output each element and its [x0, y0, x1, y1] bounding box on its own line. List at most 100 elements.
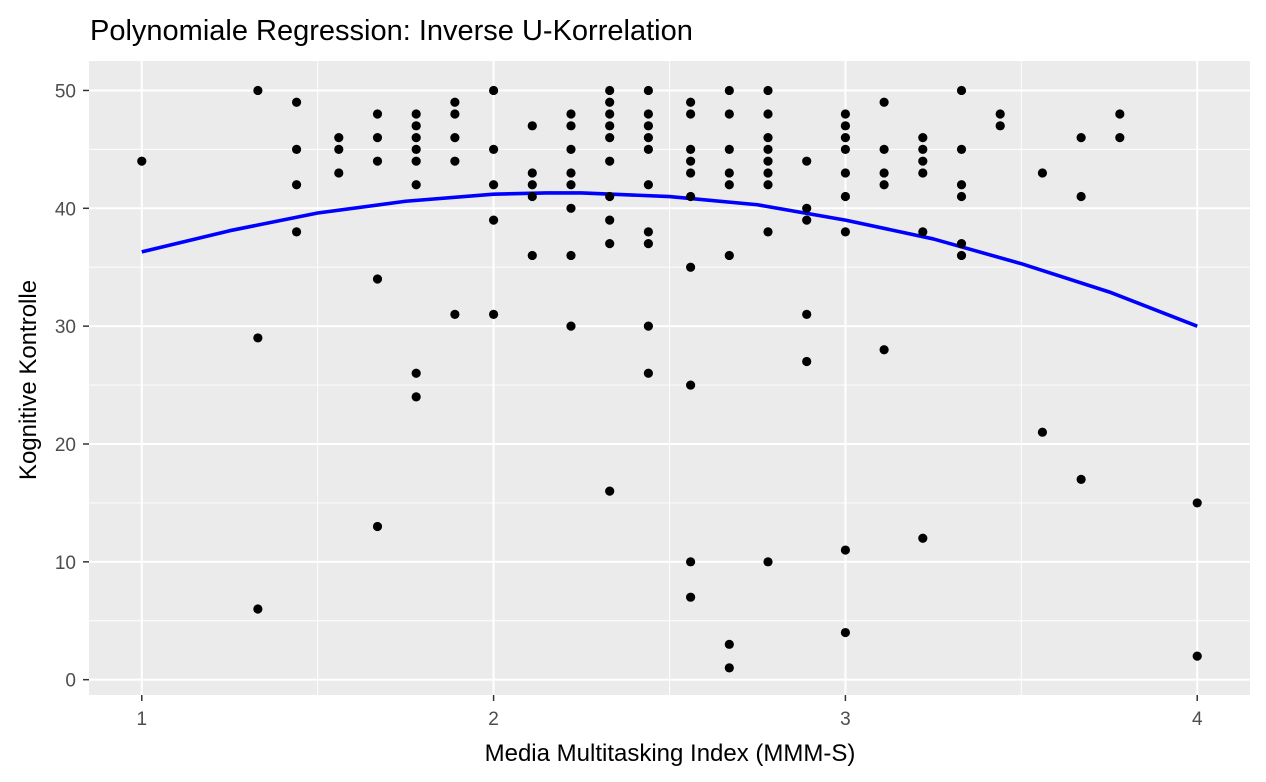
data-point — [763, 156, 773, 166]
data-point — [253, 333, 263, 343]
data-point — [724, 639, 734, 649]
data-point — [488, 144, 499, 154]
x-axis: 1 2 3 4 — [136, 695, 1203, 730]
data-point — [411, 156, 421, 166]
y-axis-title: Kognitive Kontrolle — [15, 280, 42, 480]
data-point — [686, 380, 696, 390]
data-point — [840, 545, 851, 555]
data-point — [643, 144, 653, 154]
fit-line-layer — [141, 191, 1198, 328]
data-point — [724, 168, 734, 178]
y-tick-label: 30 — [55, 317, 76, 338]
x-tick-label: 4 — [1192, 709, 1203, 730]
data-point — [488, 85, 499, 96]
data-point — [1076, 191, 1086, 202]
data-point — [802, 203, 812, 213]
data-point — [527, 250, 537, 261]
data-point — [1076, 132, 1086, 143]
data-point — [643, 239, 653, 249]
data-point — [488, 180, 499, 190]
data-point — [724, 85, 734, 96]
data-point — [918, 144, 928, 154]
data-point — [643, 109, 653, 119]
data-point — [566, 203, 576, 213]
data-point — [566, 121, 576, 131]
data-point — [763, 132, 773, 143]
data-point — [411, 121, 421, 131]
data-point — [488, 309, 499, 319]
data-point — [566, 250, 576, 261]
data-point — [411, 144, 421, 154]
regression-fit-line — [141, 191, 1198, 328]
major-gridlines — [89, 61, 1250, 695]
data-point — [879, 345, 889, 355]
data-point — [724, 250, 734, 261]
data-point — [918, 227, 928, 237]
data-point — [686, 168, 696, 178]
data-point — [411, 109, 421, 119]
data-point — [643, 180, 653, 190]
data-point — [137, 156, 147, 166]
data-point — [291, 144, 302, 154]
data-point — [566, 168, 576, 178]
data-point — [686, 262, 696, 272]
y-tick-label: 20 — [55, 435, 76, 456]
data-point — [802, 309, 812, 319]
data-point — [253, 604, 263, 614]
data-point — [566, 321, 576, 331]
data-point — [802, 156, 812, 166]
data-point — [253, 85, 263, 96]
points-layer — [137, 85, 1202, 673]
data-point — [527, 180, 537, 190]
y-axis: 0 10 20 30 40 50 — [55, 81, 89, 692]
data-point — [605, 132, 615, 143]
data-point — [840, 132, 851, 143]
data-point — [1037, 427, 1048, 437]
data-point — [566, 180, 576, 190]
x-tick-label: 2 — [488, 709, 499, 730]
data-point — [450, 309, 460, 319]
data-point — [334, 132, 344, 143]
y-tick-label: 50 — [55, 81, 76, 102]
data-point — [291, 180, 302, 190]
data-point — [840, 121, 851, 131]
data-point — [291, 97, 302, 107]
data-point — [918, 132, 928, 143]
data-point — [643, 121, 653, 131]
y-tick-label: 10 — [55, 553, 76, 574]
data-point — [1076, 474, 1086, 484]
data-point — [411, 392, 421, 402]
data-point — [686, 97, 696, 107]
data-point — [605, 85, 615, 96]
data-point — [334, 168, 344, 178]
data-point — [643, 227, 653, 237]
data-point — [1037, 168, 1048, 178]
data-point — [643, 132, 653, 143]
data-point — [605, 486, 615, 496]
data-point — [1192, 651, 1202, 661]
data-point — [527, 191, 537, 202]
data-point — [566, 109, 576, 119]
data-point — [686, 156, 696, 166]
data-point — [763, 180, 773, 190]
data-point — [918, 168, 928, 178]
data-point — [840, 627, 851, 638]
data-point — [763, 168, 773, 178]
data-point — [918, 533, 928, 543]
data-point — [1115, 132, 1125, 143]
data-point — [1115, 109, 1125, 119]
data-point — [956, 85, 967, 96]
data-point — [372, 521, 383, 532]
minor-gridlines — [89, 61, 1250, 695]
data-point — [724, 663, 734, 673]
data-point — [840, 144, 851, 154]
data-point — [566, 144, 576, 154]
data-point — [643, 321, 653, 331]
data-point — [605, 239, 615, 249]
data-point — [411, 132, 421, 143]
data-point — [840, 109, 851, 119]
data-point — [686, 191, 696, 202]
data-point — [763, 85, 773, 96]
data-point — [995, 109, 1005, 119]
